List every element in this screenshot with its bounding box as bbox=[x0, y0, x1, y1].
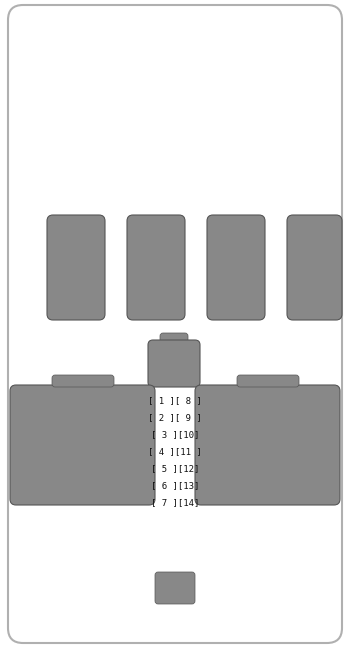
FancyBboxPatch shape bbox=[8, 5, 342, 643]
FancyBboxPatch shape bbox=[148, 340, 200, 387]
Text: [ 6 ][13]: [ 6 ][13] bbox=[151, 482, 199, 491]
Text: [ 1 ][ 8 ]: [ 1 ][ 8 ] bbox=[148, 396, 202, 406]
FancyBboxPatch shape bbox=[155, 572, 195, 604]
Text: [ 2 ][ 9 ]: [ 2 ][ 9 ] bbox=[148, 413, 202, 423]
Text: [ 4 ][11 ]: [ 4 ][11 ] bbox=[148, 447, 202, 456]
FancyBboxPatch shape bbox=[160, 333, 188, 343]
Text: [ 7 ][14]: [ 7 ][14] bbox=[151, 499, 199, 508]
FancyBboxPatch shape bbox=[47, 215, 105, 320]
Text: [ 5 ][12]: [ 5 ][12] bbox=[151, 465, 199, 473]
FancyBboxPatch shape bbox=[207, 215, 265, 320]
Text: [ 3 ][10]: [ 3 ][10] bbox=[151, 430, 199, 439]
FancyBboxPatch shape bbox=[237, 375, 299, 387]
FancyBboxPatch shape bbox=[52, 375, 114, 387]
FancyBboxPatch shape bbox=[10, 385, 155, 505]
FancyBboxPatch shape bbox=[195, 385, 340, 505]
FancyBboxPatch shape bbox=[127, 215, 185, 320]
FancyBboxPatch shape bbox=[287, 215, 342, 320]
